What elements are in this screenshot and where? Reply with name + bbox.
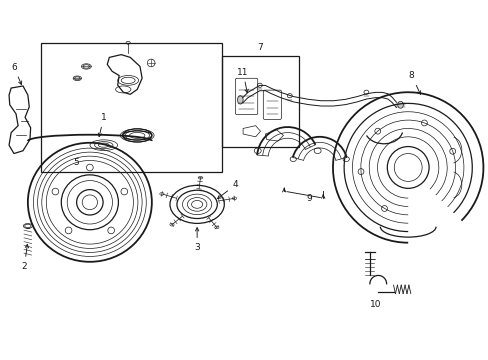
Text: 3: 3 <box>194 228 200 252</box>
Bar <box>41 43 222 172</box>
Text: 6: 6 <box>11 63 21 85</box>
Text: 10: 10 <box>369 301 381 310</box>
Text: 1: 1 <box>98 113 106 136</box>
Text: 7: 7 <box>257 43 263 52</box>
Bar <box>222 56 298 147</box>
Text: 8: 8 <box>408 71 420 94</box>
Text: 11: 11 <box>237 68 248 93</box>
Text: 9: 9 <box>306 194 311 203</box>
Text: 2: 2 <box>21 244 28 271</box>
Text: 4: 4 <box>217 180 238 199</box>
Text: 5: 5 <box>73 158 79 167</box>
